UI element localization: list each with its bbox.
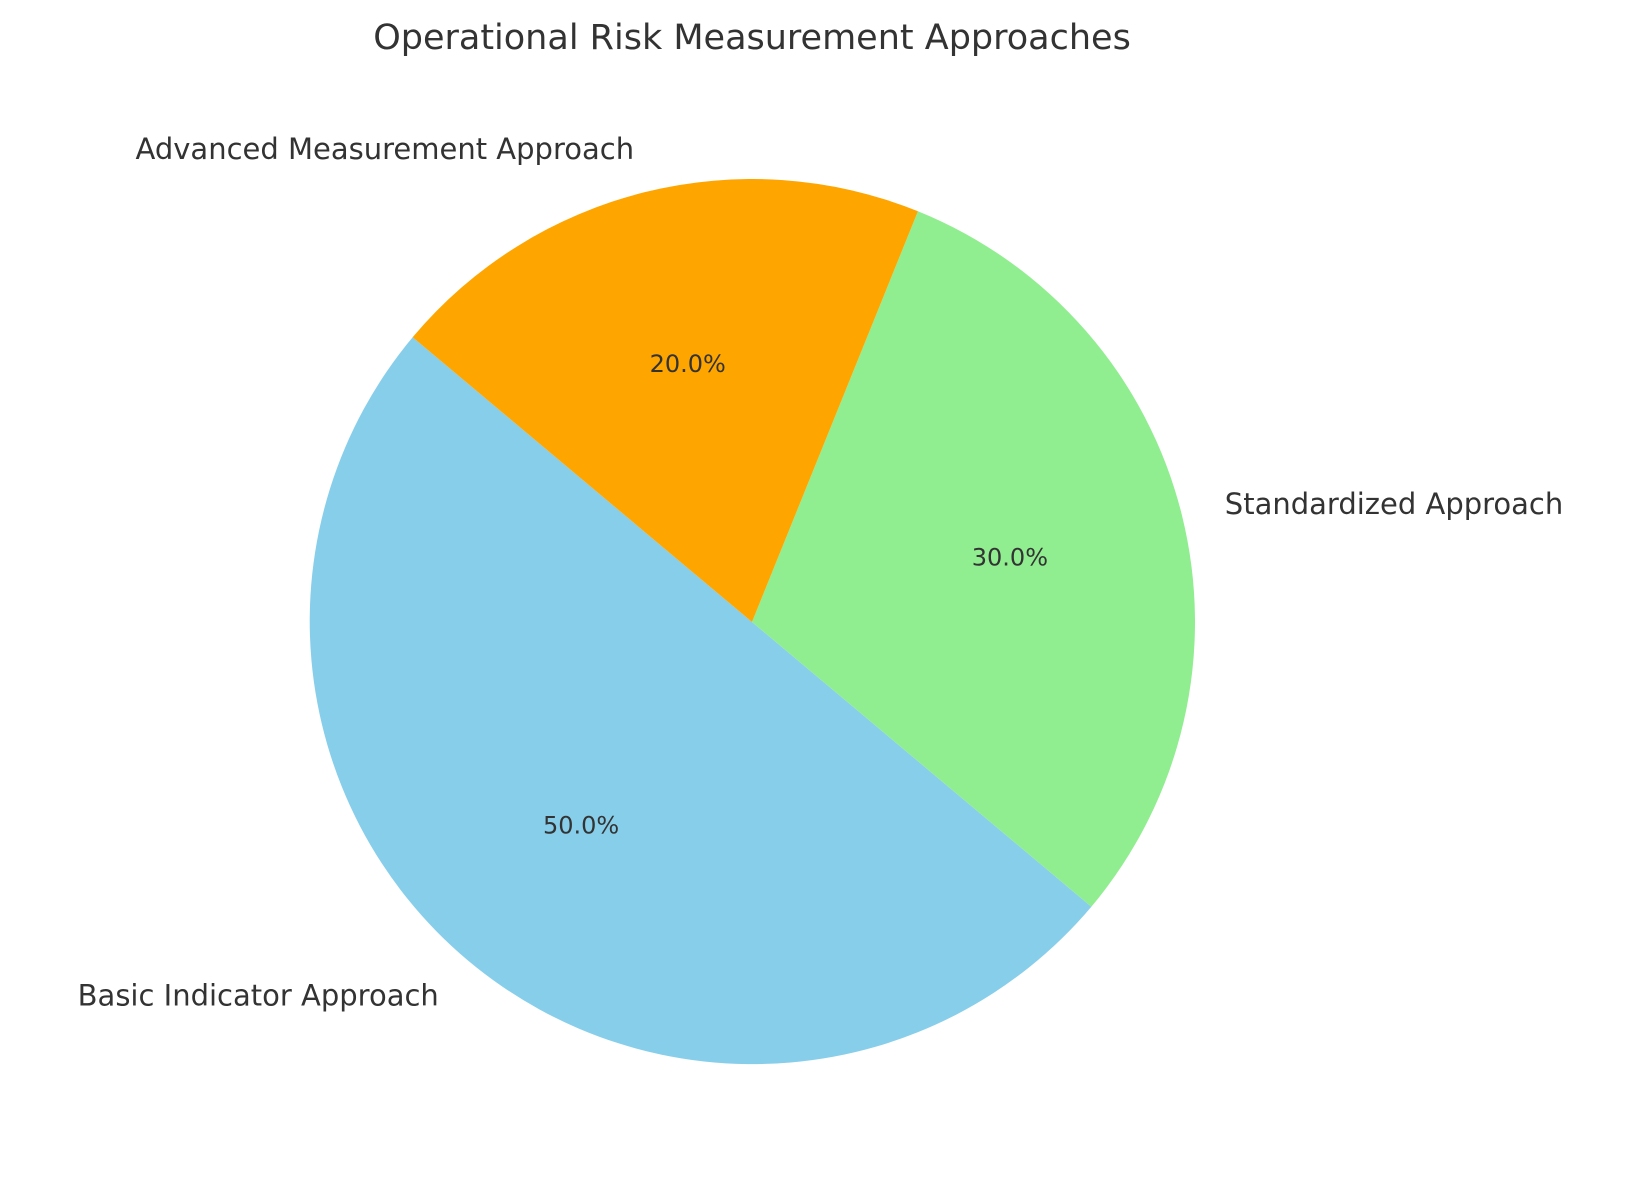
slice-label-0: Basic Indicator Approach xyxy=(78,978,439,1012)
pie-slices xyxy=(309,179,1195,1065)
pct-label-1: 30.0% xyxy=(972,544,1048,572)
slice-label-2: Advanced Measurement Approach xyxy=(136,132,635,166)
pie-slice-0 xyxy=(309,337,1092,1065)
slice-label-1: Standardized Approach xyxy=(1225,487,1563,521)
pie-slice-1 xyxy=(752,211,1195,907)
pct-label-2: 20.0% xyxy=(650,350,726,378)
pct-label-0: 50.0% xyxy=(543,812,619,840)
chart-title: Operational Risk Measurement Approaches xyxy=(373,18,1131,58)
pie-labels: Basic Indicator Approach 50.0% Standardize… xyxy=(78,132,1564,1012)
pie-slice-2 xyxy=(412,179,918,622)
